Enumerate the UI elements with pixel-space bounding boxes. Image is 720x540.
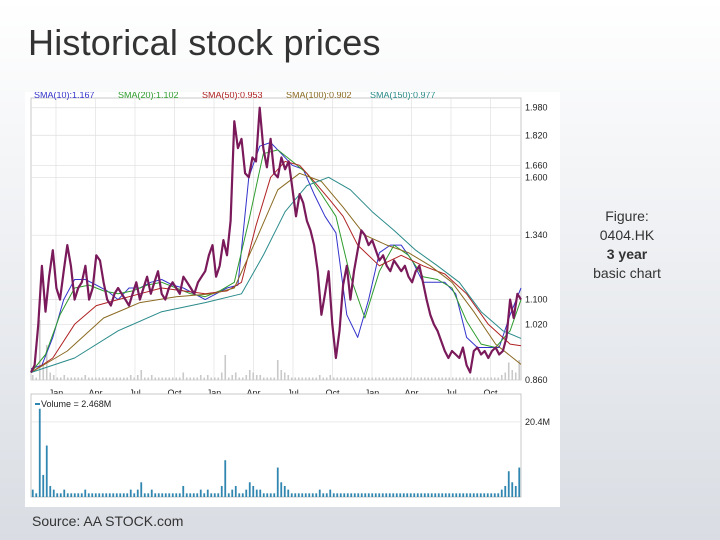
y-tick-label: 1.660	[525, 160, 548, 170]
volume-panel	[30, 393, 522, 498]
x-tick-label: Oct	[483, 388, 498, 398]
price-panel	[30, 97, 522, 381]
figure-caption: Figure: 0404.HK 3 year basic chart	[585, 207, 669, 283]
series-line-sma20	[30, 149, 522, 373]
y-tick-label: 1.020	[525, 319, 548, 329]
x-tick-label: Jan	[365, 388, 380, 398]
x-tick-label: Jan	[207, 388, 222, 398]
y-tick-label: 1.100	[525, 295, 548, 305]
legend-label-sma100: SMA(100):0.902	[286, 92, 352, 100]
x-tick-label: Apr	[404, 388, 418, 398]
price-series-line	[30, 106, 522, 374]
series-line-sma100	[30, 172, 522, 373]
x-tick-label: Oct	[167, 388, 182, 398]
caption-period: 3 year	[606, 246, 648, 262]
legend-label-sma150: SMA(150):0.977	[370, 92, 436, 100]
y-tick-label: 1.820	[525, 130, 548, 140]
caption-figure-label: Figure:	[605, 208, 649, 224]
x-tick-label: Apr	[246, 388, 260, 398]
x-tick-label: Oct	[325, 388, 340, 398]
y-tick-label: 1.600	[525, 172, 548, 182]
slide-title: Historical stock prices	[28, 22, 381, 63]
y-tick-label: 1.340	[525, 230, 548, 240]
caption-ticker: 0404.HK	[599, 227, 655, 243]
x-tick-label: Jul	[445, 388, 457, 398]
chart-svg: 0.860 1.020 1.100 1.340 1.600 1.660 1.820 1.980…	[30, 92, 550, 498]
y-tick-label: 1.980	[525, 103, 548, 113]
volume-y-tick-label: 20.4M	[525, 417, 550, 427]
legend-label-sma10: SMA(10):1.167	[34, 92, 95, 100]
x-tick-label: Apr	[88, 388, 102, 398]
volume-legend-label: Volume = 2.468M	[41, 399, 111, 409]
series-line-sma10	[30, 142, 522, 370]
stock-chart: 0.860 1.020 1.100 1.340 1.600 1.660 1.820 1.980…	[25, 92, 560, 507]
x-tick-label: Jul	[129, 388, 141, 398]
caption-chart-type: basic chart	[593, 265, 661, 281]
x-tick-label: Jul	[287, 388, 299, 398]
y-tick-label: 0.860	[525, 375, 548, 385]
volume-legend-swatch	[35, 403, 40, 405]
legend-label-sma20: SMA(20):1.102	[118, 92, 179, 100]
source-note: Source: AA STOCK.com	[32, 513, 184, 529]
legend-label-sma50: SMA(50):0.953	[202, 92, 263, 100]
x-tick-label: Jan	[49, 388, 64, 398]
series-line-sma150	[30, 176, 522, 373]
